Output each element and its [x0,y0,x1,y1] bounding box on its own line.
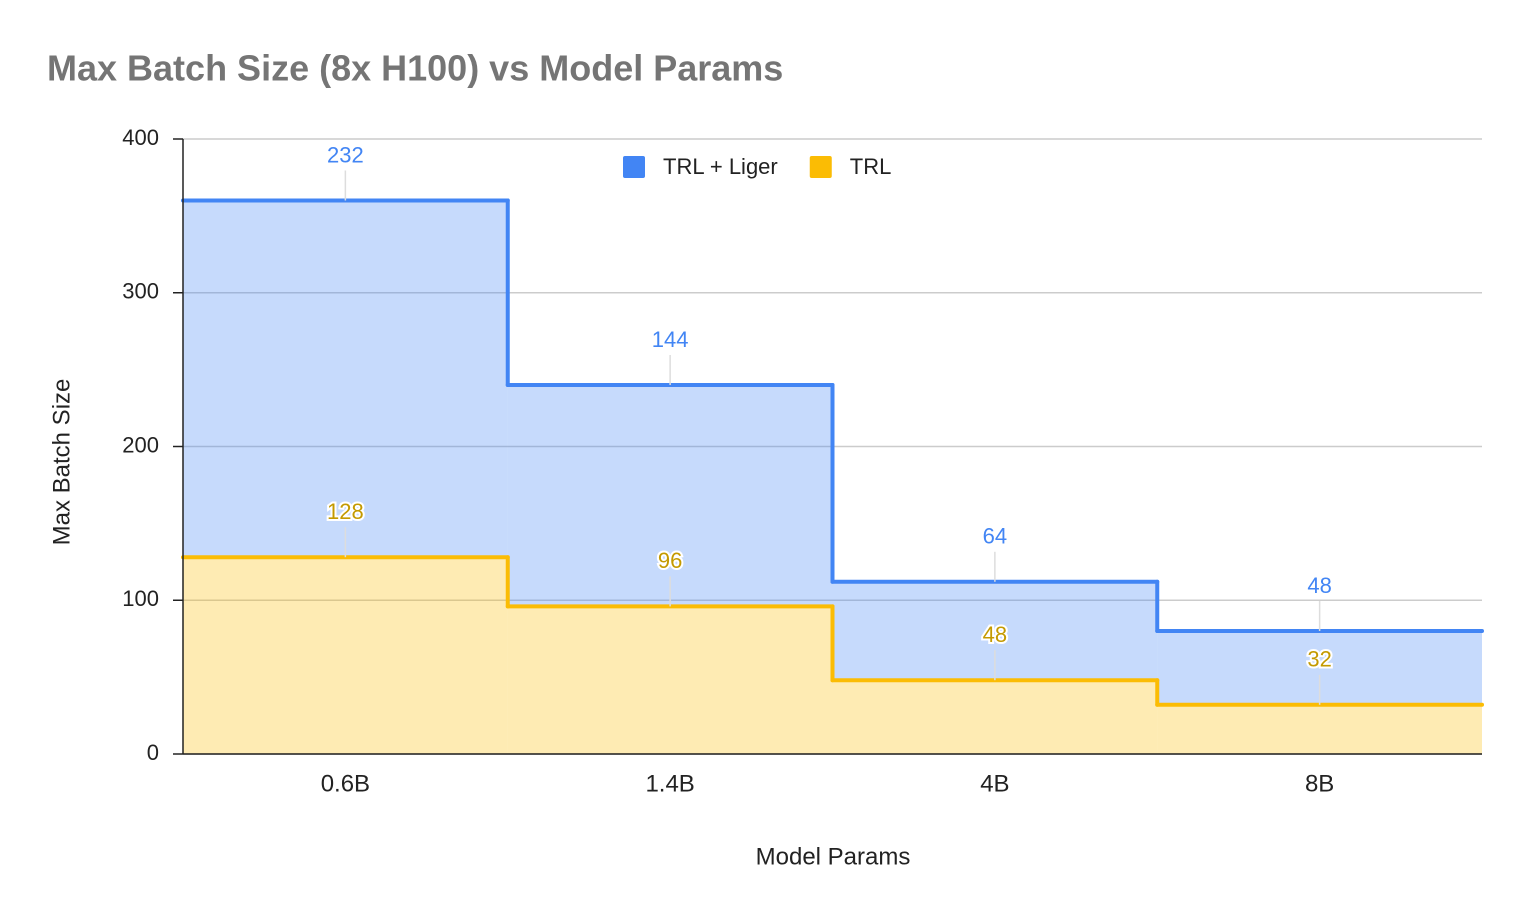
area-segment [183,557,508,754]
x-axis-label: Model Params [756,843,911,870]
area-segment [1157,704,1482,754]
data-label: 96 [658,548,682,573]
data-label: 64 [983,524,1007,549]
area-segment [832,680,1158,754]
x-tick-label: 8B [1305,770,1334,797]
legend-label: TRL + Liger [663,154,778,179]
y-tick-label: 300 [122,279,159,304]
y-tick-label: 100 [122,586,159,611]
y-axis-label: Max Batch Size [48,379,75,546]
data-label: 32 [1307,647,1331,672]
legend-swatch [809,156,832,178]
legend-swatch [623,156,645,178]
data-label: 48 [1307,573,1331,598]
data-label: 144 [652,327,689,352]
y-tick-label: 200 [122,432,159,457]
data-label: 48 [983,622,1007,647]
y-tick-label: 0 [147,740,159,765]
area-segment [507,385,833,607]
chart-title: Max Batch Size (8x H100) vs Model Params [47,48,783,89]
data-label: 232 [327,142,364,167]
area-segment [507,606,833,754]
data-label: 128 [327,499,364,524]
x-tick-label: 4B [980,770,1009,797]
x-tick-label: 0.6B [321,770,370,797]
area-segment [183,200,508,558]
x-tick-label: 1.4B [645,770,694,797]
y-tick-label: 400 [122,125,159,150]
legend-label: TRL [850,154,892,179]
